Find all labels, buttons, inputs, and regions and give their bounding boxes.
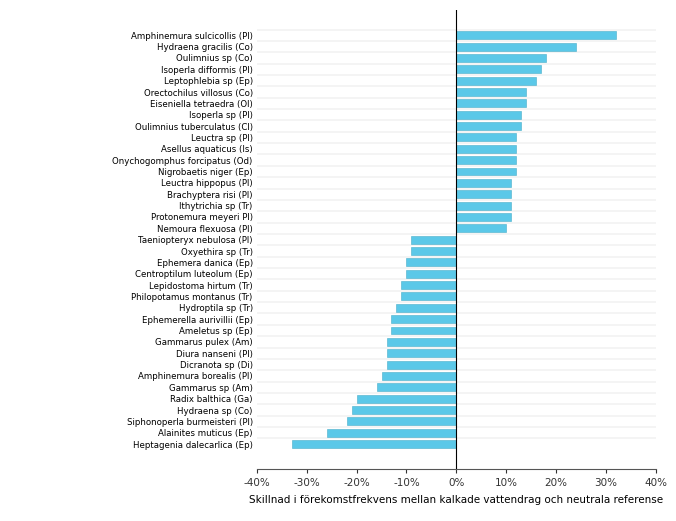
Bar [456,133,516,141]
Bar [406,258,456,266]
Bar [412,235,456,244]
Bar [456,168,516,176]
Bar [456,65,541,73]
Bar [327,429,456,437]
Bar [456,54,546,62]
X-axis label: Skillnad i förekomstfrekvens mellan kalkade vattendrag och neutrala referense: Skillnad i förekomstfrekvens mellan kalk… [249,495,663,505]
Bar [387,338,456,346]
Bar [456,202,511,209]
Bar [456,88,526,96]
Bar [456,190,511,198]
Bar [347,417,456,425]
Bar [412,247,456,255]
Bar [406,270,456,278]
Bar [456,122,521,130]
Bar [456,179,511,187]
Bar [357,395,456,403]
Bar [391,327,456,334]
Bar [456,145,516,153]
Bar [456,100,526,107]
Bar [456,225,506,232]
Bar [402,292,456,301]
Bar [377,383,456,391]
Bar [381,372,456,380]
Bar [456,213,511,221]
Bar [387,349,456,357]
Bar [292,440,456,448]
Bar [456,31,616,39]
Bar [396,304,456,312]
Bar [456,111,521,119]
Bar [456,43,576,51]
Bar [402,281,456,289]
Bar [352,406,456,414]
Bar [387,361,456,368]
Bar [456,77,536,84]
Bar [456,156,516,164]
Bar [391,315,456,323]
